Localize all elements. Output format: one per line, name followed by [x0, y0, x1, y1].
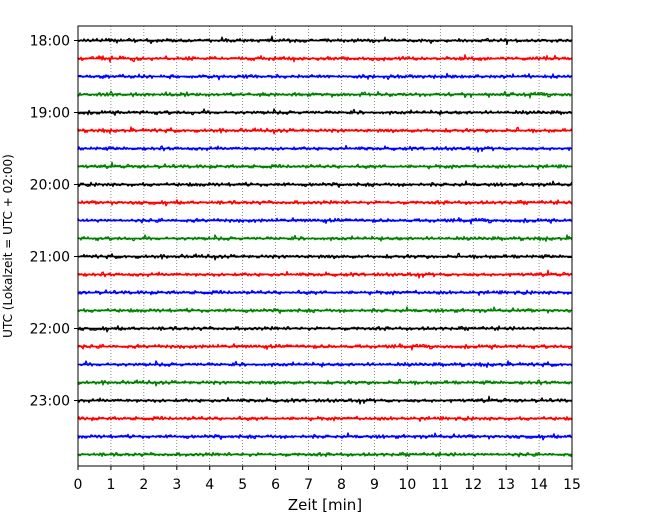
- grid-lines: [110, 26, 540, 466]
- x-tick-label: 10: [398, 477, 416, 493]
- x-tick-label: 7: [304, 477, 313, 493]
- x-axis-label: Zeit [min]: [288, 496, 362, 514]
- x-tick-label: 11: [431, 477, 449, 493]
- y-tick-label: 22:00: [30, 322, 70, 338]
- traces: [77, 35, 573, 458]
- x-tick-label: 12: [464, 477, 482, 493]
- y-tick-label: 18:00: [30, 34, 70, 50]
- x-tick-label: 15: [563, 477, 581, 493]
- x-tick-label: 0: [74, 477, 83, 493]
- x-tick-label: 9: [370, 477, 379, 493]
- y-tick-label: 21:00: [30, 250, 70, 266]
- y-axis-label: UTC (Lokalzeit = UTC + 02:00): [1, 154, 15, 338]
- plot-frame: [77, 25, 573, 467]
- x-tick-label: 8: [337, 477, 346, 493]
- x-tick-label: 4: [205, 477, 214, 493]
- x-tick-label: 3: [172, 477, 181, 493]
- y-axis-ticks: 18:00 19:00 20:00 21:00 22:00 23:00: [30, 34, 78, 410]
- x-tick-label: 6: [271, 477, 280, 493]
- y-tick-label: 19:00: [30, 106, 70, 122]
- x-tick-label: 1: [106, 477, 115, 493]
- x-tick-label: 5: [238, 477, 247, 493]
- x-tick-label: 13: [497, 477, 515, 493]
- y-tick-label: 20:00: [30, 178, 70, 194]
- x-tick-label: 14: [530, 477, 548, 493]
- x-tick-label: 2: [139, 477, 148, 493]
- y-tick-label: 23:00: [30, 394, 70, 410]
- x-axis-ticks: 0 1 2 3 4 5 6 7 8 9 10 11 12 13 14 15: [74, 466, 581, 493]
